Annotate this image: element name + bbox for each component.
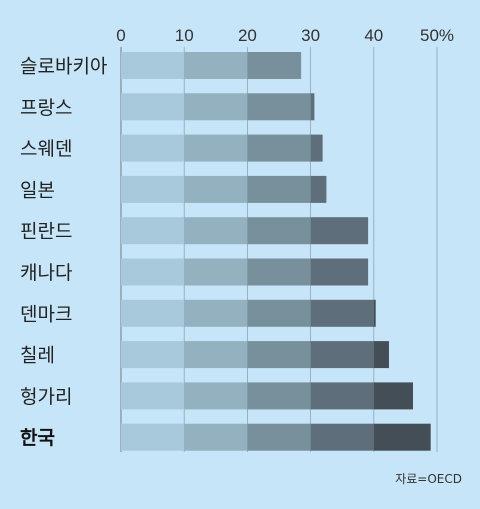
bar-segment: [247, 93, 311, 121]
bar-segment: [310, 258, 369, 286]
bar-segment: [184, 93, 248, 121]
bar-segment: [247, 217, 311, 245]
bar-segment: [184, 341, 248, 369]
bar-segment: [310, 175, 327, 203]
x-tick-label: 20: [238, 26, 257, 45]
bar: [121, 52, 302, 79]
bar: [121, 299, 376, 327]
bar-segment: [310, 93, 315, 121]
bar: [121, 382, 413, 410]
category-label: 일본: [20, 179, 55, 201]
category-label: 한국: [20, 427, 55, 449]
x-tick-label: 40: [364, 26, 383, 45]
bar-segment: [247, 52, 302, 79]
bar-segment: [247, 423, 311, 451]
bar-segment: [121, 382, 185, 410]
category-label: 헝가리: [20, 386, 72, 408]
bar-segment: [373, 423, 431, 451]
bar-segment: [310, 217, 369, 245]
category-label: 덴마크: [20, 303, 72, 325]
bar-segment: [247, 175, 311, 203]
bar-segment: [247, 134, 311, 162]
bar-segment: [121, 423, 185, 451]
bar-segment: [121, 299, 185, 327]
bar: [121, 175, 327, 203]
bar-segment: [247, 382, 311, 410]
x-tick-label: 0: [116, 26, 125, 45]
bar-segment: [310, 382, 374, 410]
bar-segment: [184, 134, 248, 162]
category-label: 칠레: [20, 345, 55, 367]
source-note: 자료=OECD: [395, 472, 462, 486]
bar-segment: [184, 175, 248, 203]
bar-segment: [310, 423, 374, 451]
x-tick-label: 10: [175, 26, 194, 45]
bar-segment: [310, 299, 374, 327]
bar-segment: [121, 134, 185, 162]
category-label: 슬로바키아: [20, 56, 107, 78]
category-label: 캐나다: [20, 262, 72, 284]
category-label: 프랑스: [20, 97, 72, 119]
category-label: 스웨덴: [20, 138, 72, 160]
x-axis-ticks: 0 10 20 30 40 50%: [116, 26, 454, 45]
bar: [121, 93, 315, 121]
bar: [121, 217, 369, 245]
bar-segment: [121, 217, 185, 245]
x-tick-label: 50%: [420, 26, 454, 45]
bar-segment: [373, 382, 413, 410]
bar-segment: [121, 93, 185, 121]
bar: [121, 341, 389, 369]
bar-segment: [121, 175, 185, 203]
bar-segment: [184, 423, 248, 451]
bar-segment: [184, 382, 248, 410]
bar-segment: [373, 341, 389, 369]
bar-segment: [247, 258, 311, 286]
bar-segment: [247, 299, 311, 327]
bar: [121, 423, 431, 451]
bar: [121, 258, 369, 286]
bar-segment: [310, 341, 374, 369]
bar-segment: [184, 258, 248, 286]
bar-segment: [184, 299, 248, 327]
bars: [121, 52, 431, 451]
bar-segment: [247, 341, 311, 369]
bar-segment: [121, 341, 185, 369]
bar-segment: [310, 134, 323, 162]
bar-segment: [121, 258, 185, 286]
bar-segment: [184, 52, 248, 79]
bar: [121, 134, 323, 162]
x-tick-label: 30: [301, 26, 320, 45]
bar-segment: [373, 299, 376, 327]
category-label: 핀란드: [20, 221, 72, 243]
bar-segment: [184, 217, 248, 245]
bar-segment: [121, 52, 185, 79]
